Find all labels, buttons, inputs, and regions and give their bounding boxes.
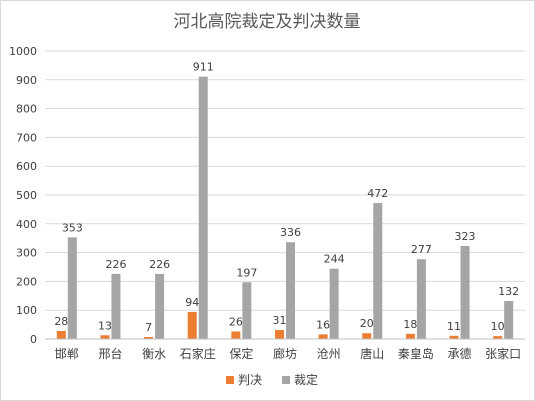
data-label: 18: [403, 318, 417, 331]
data-label: 226: [105, 258, 126, 271]
y-tick-label: 900: [16, 74, 37, 87]
data-label: 20: [360, 317, 374, 330]
x-tick-label: 衡水: [142, 347, 166, 361]
bar-裁定: [329, 268, 339, 339]
data-label: 323: [455, 230, 476, 243]
bar-裁定: [416, 259, 426, 339]
data-label: 277: [411, 243, 432, 256]
x-tick-label: 沧州: [317, 346, 341, 361]
y-tick-label: 200: [16, 275, 37, 288]
x-tick-label: 石家庄: [180, 346, 216, 361]
bar-判决: [56, 330, 66, 339]
bar-裁定: [460, 245, 470, 339]
bar-判决: [275, 330, 284, 339]
x-tick-label: 秦皇岛: [398, 346, 434, 361]
legend-swatch-判决: [226, 376, 234, 384]
data-label: 11: [447, 320, 461, 333]
bar-裁定: [504, 300, 514, 339]
x-tick-label: 廊坊: [273, 346, 297, 361]
y-tick-label: 0: [30, 333, 37, 346]
legend-label: 裁定: [294, 372, 318, 387]
bar-判决: [187, 311, 197, 339]
gridlines: [45, 50, 525, 311]
x-axis: 邯郸 邢台 衡水 石家庄 保定 廊坊 沧州 唐山 秦皇岛 承德 张家口: [45, 338, 525, 361]
data-label: 10: [491, 320, 505, 333]
data-label: 244: [324, 253, 345, 266]
data-label: 197: [236, 266, 257, 279]
data-label: 7: [145, 321, 152, 334]
legend-label: 判决: [238, 373, 262, 387]
data-label: 31: [273, 314, 287, 327]
y-tick-label: 600: [16, 160, 37, 173]
data-labels: 28 353 13 226 7 226 94 911 26 197 31 336 16 244 20 472 1…: [54, 61, 519, 334]
y-tick-label: 1000: [9, 45, 37, 58]
y-tick-label: 700: [16, 131, 37, 144]
bar-裁定: [286, 242, 295, 339]
bars: [56, 76, 514, 339]
y-tick-label: 100: [16, 304, 37, 317]
data-label: 26: [229, 316, 243, 329]
bar-判决: [449, 335, 459, 339]
x-tick-label: 张家口: [485, 346, 521, 361]
data-label: 472: [367, 187, 388, 200]
legend: 判决 裁定: [226, 372, 318, 387]
bar-裁定: [242, 282, 252, 339]
y-axis: 0 100 200 300 400 500 600 700 800 900 1000: [9, 45, 37, 346]
data-label: 336: [280, 226, 301, 239]
y-tick-label: 400: [16, 218, 37, 231]
chart-title: 河北高院裁定及判决数量: [174, 12, 361, 32]
data-label: 132: [498, 285, 519, 298]
x-tick-label: 邯郸: [55, 346, 79, 361]
data-label: 226: [149, 258, 170, 271]
data-label: 13: [98, 319, 112, 332]
bar-裁定: [155, 273, 165, 339]
bar-判决: [144, 336, 154, 339]
x-tick-label: 邢台: [98, 346, 122, 361]
x-tick-label: 承德: [448, 346, 472, 361]
y-tick-label: 500: [16, 189, 37, 202]
data-label: 28: [54, 315, 68, 328]
bar-判决: [405, 333, 415, 339]
bar-判决: [493, 336, 503, 339]
bar-裁定: [198, 76, 208, 339]
bar-判决: [318, 334, 328, 339]
data-label: 353: [62, 221, 83, 234]
data-label: 94: [185, 296, 199, 309]
y-tick-label: 300: [16, 247, 37, 260]
bar-裁定: [111, 273, 121, 339]
data-label: 16: [316, 318, 330, 331]
bar-裁定: [373, 203, 383, 339]
y-tick-label: 800: [16, 103, 37, 116]
data-label: 911: [193, 61, 214, 74]
bar-判决: [362, 333, 372, 339]
bar-裁定: [67, 237, 77, 339]
bar-判决: [100, 335, 110, 339]
bar-判决: [231, 331, 241, 339]
legend-swatch-裁定: [282, 376, 290, 384]
x-tick-label: 唐山: [360, 346, 384, 361]
x-tick-label: 保定: [229, 346, 253, 361]
